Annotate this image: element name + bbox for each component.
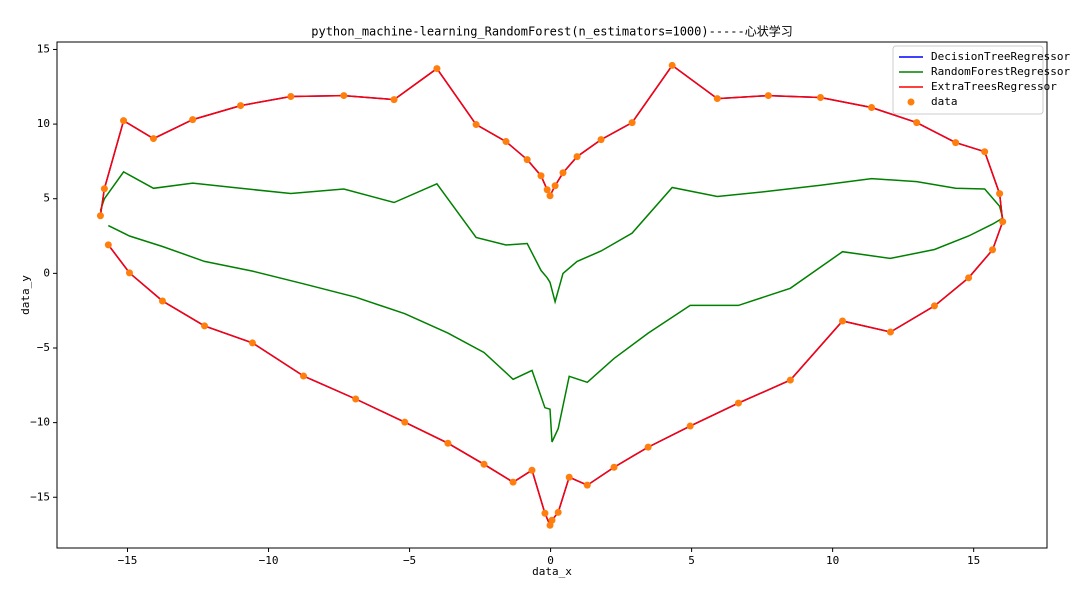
data-point [509,478,517,486]
data-point [583,481,591,489]
y-tick-label: −10 [30,416,50,429]
legend-label: data [931,95,958,108]
data-point [839,317,847,325]
data-point [444,439,452,447]
data-point [989,246,997,254]
data-point [390,96,398,104]
data-point [237,102,245,110]
series-line [99,64,1004,528]
y-tick-label: −15 [30,490,50,503]
data-point [523,156,531,164]
data-point [573,153,581,161]
data-point [952,139,960,147]
legend-label: ExtraTreesRegressor [931,80,1057,93]
data-point [786,376,794,384]
legend-marker [907,98,915,106]
series-line [99,64,1004,528]
data-point [913,119,921,127]
data-point [472,121,480,129]
data-point [551,182,559,190]
y-tick-label: 5 [43,192,50,205]
data-point [610,463,618,471]
data-point [433,65,441,73]
data-point [644,443,652,451]
data-point [628,119,636,127]
data-point [996,190,1004,198]
data-point [546,521,554,529]
data-point [528,466,536,474]
data-point [100,185,108,193]
data-point [886,328,894,336]
data-point [125,269,133,277]
y-axis-label: data_y [19,275,32,315]
x-axis-label: data_x [532,565,572,578]
x-tick-label: −5 [403,554,416,567]
data-point [158,297,166,305]
x-tick-label: 10 [826,554,839,567]
data-point [565,473,573,481]
data-point [352,395,360,403]
data-point [201,322,209,330]
legend-box [892,45,1044,115]
chart-title: python_machine-learning_RandomForest(n_e… [311,24,792,39]
legend-label: RandomForestRegressor [931,65,1070,78]
data-point [96,212,104,220]
data-point [543,186,551,194]
x-tick-label: 0 [547,554,554,567]
data-point [868,104,876,112]
data-point [981,148,989,156]
legend-label: DecisionTreeRegressor [931,50,1070,63]
data-point [480,460,488,468]
data-point [817,94,825,102]
data-point [686,422,694,430]
data-point [104,241,112,249]
y-tick-label: 0 [43,266,50,279]
plot-frame [56,41,1048,549]
y-tick-label: 15 [37,42,50,55]
data-point [149,135,157,143]
data-point [999,218,1007,226]
data-point [713,95,721,103]
data-point [340,92,348,100]
data-point [248,339,256,347]
data-point [300,372,308,380]
x-tick-label: −10 [259,554,279,567]
data-point [287,92,295,100]
x-tick-label: −15 [118,554,138,567]
data-point [189,116,197,124]
data-point [734,399,742,407]
data-point [668,61,676,69]
x-tick-label: 5 [688,554,695,567]
data-point [541,509,549,517]
data-point [965,274,973,282]
data-point [120,117,128,125]
data-point [559,169,567,177]
data-point [502,138,510,146]
data-point [546,192,554,200]
data-point [537,172,545,180]
y-tick-label: 10 [37,117,50,130]
x-tick-label: 15 [967,554,980,567]
data-point [930,302,938,310]
data-point [401,418,409,426]
series-line [99,170,1004,443]
data-point [554,508,562,516]
y-tick-label: −5 [37,341,50,354]
data-point [764,92,772,100]
data-point [597,136,605,144]
